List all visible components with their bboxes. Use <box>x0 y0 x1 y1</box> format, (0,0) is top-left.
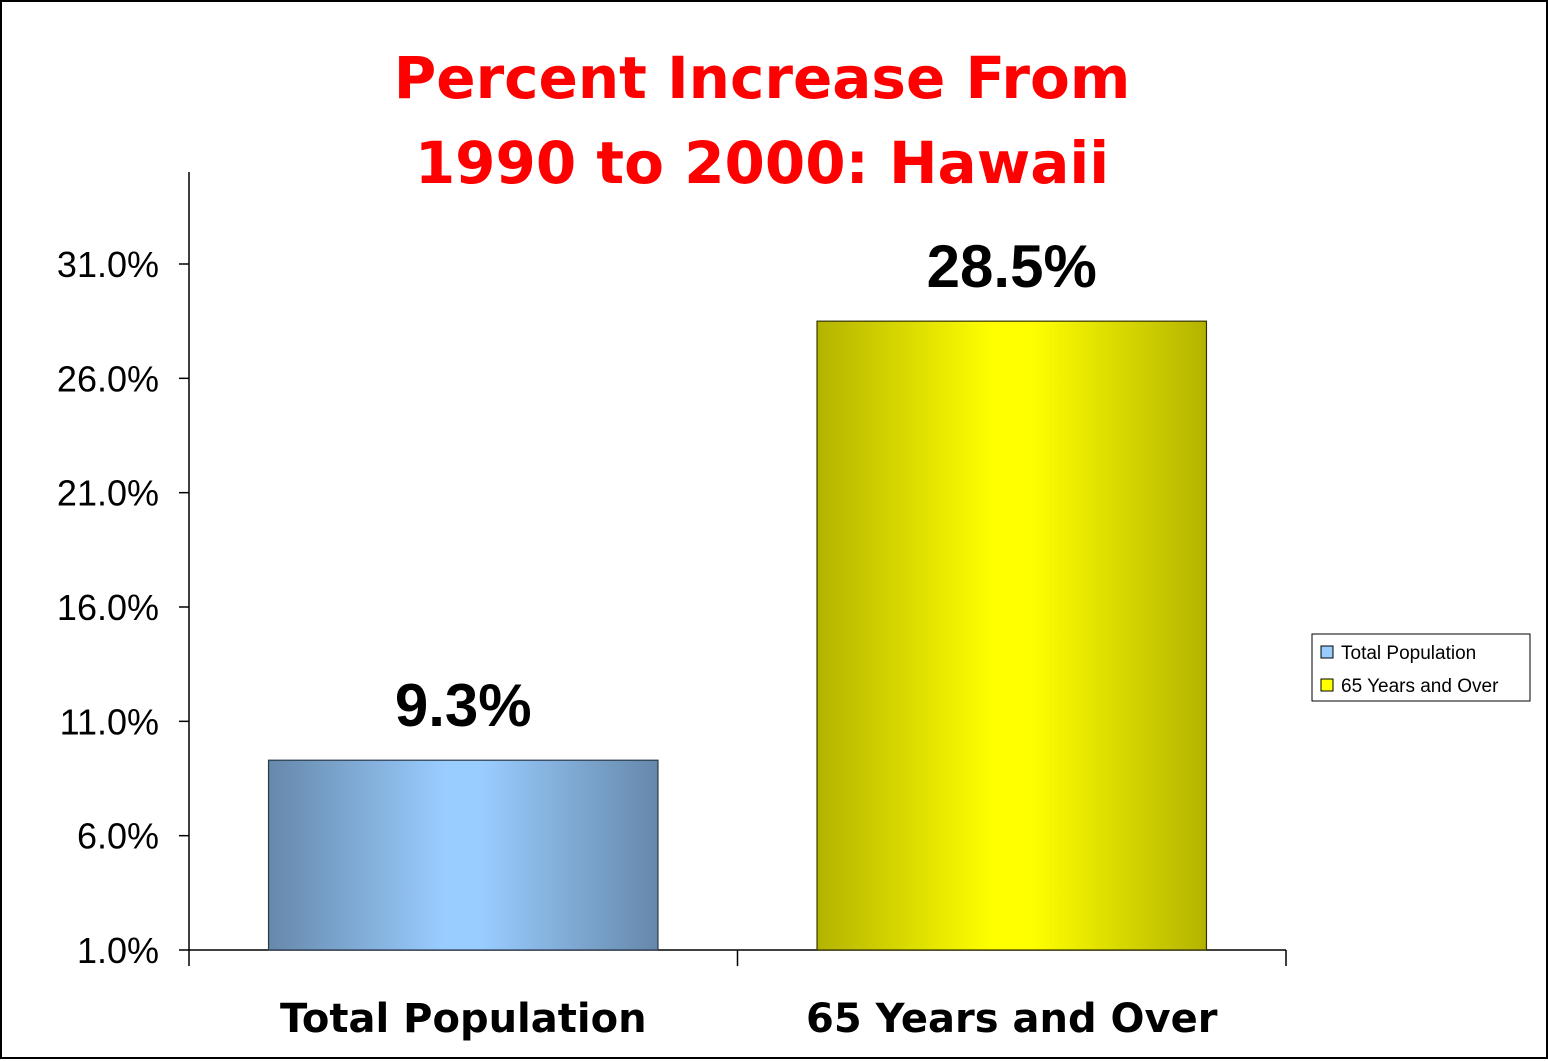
legend-swatch-total-population <box>1320 645 1334 659</box>
category-labels-group: Total Population 65 Years and Over <box>280 996 1218 1042</box>
data-label-total-population: 9.3% <box>395 672 532 739</box>
bar-total-population <box>267 759 659 951</box>
data-labels-group: 9.3% 28.5% <box>395 233 1097 739</box>
bar-65-years-and-over <box>816 320 1208 951</box>
y-tick-label: 31.0% <box>57 244 159 285</box>
legend-box <box>1311 633 1531 702</box>
bars-group <box>267 320 1208 951</box>
y-tick-label: 16.0% <box>57 587 159 628</box>
x-axis-ticks <box>188 950 1287 966</box>
legend-label-total-population: Total Population <box>1341 643 1476 664</box>
data-label-65-years-and-over: 28.5% <box>927 233 1097 300</box>
chart-title-line-2: 1990 to 2000: Hawaii <box>415 129 1109 197</box>
legend-swatch-65-years-and-over <box>1320 678 1334 692</box>
y-tick-label: 1.0% <box>77 930 159 971</box>
legend: Total Population 65 Years and Over <box>1311 633 1531 702</box>
y-tick-label: 26.0% <box>57 358 159 399</box>
y-tick-label: 21.0% <box>57 473 159 514</box>
y-tick-label: 6.0% <box>77 816 159 857</box>
chart-title-line-1: Percent Increase From <box>394 44 1131 112</box>
y-axis-ticks: 1.0% 6.0% 11.0% 16.0% 21.0% 26.0% 31.0% <box>57 244 189 971</box>
y-tick-label: 11.0% <box>60 701 159 742</box>
category-label: 65 Years and Over <box>806 996 1218 1042</box>
legend-label-65-years-and-over: 65 Years and Over <box>1341 676 1499 697</box>
category-label: Total Population <box>280 996 647 1042</box>
